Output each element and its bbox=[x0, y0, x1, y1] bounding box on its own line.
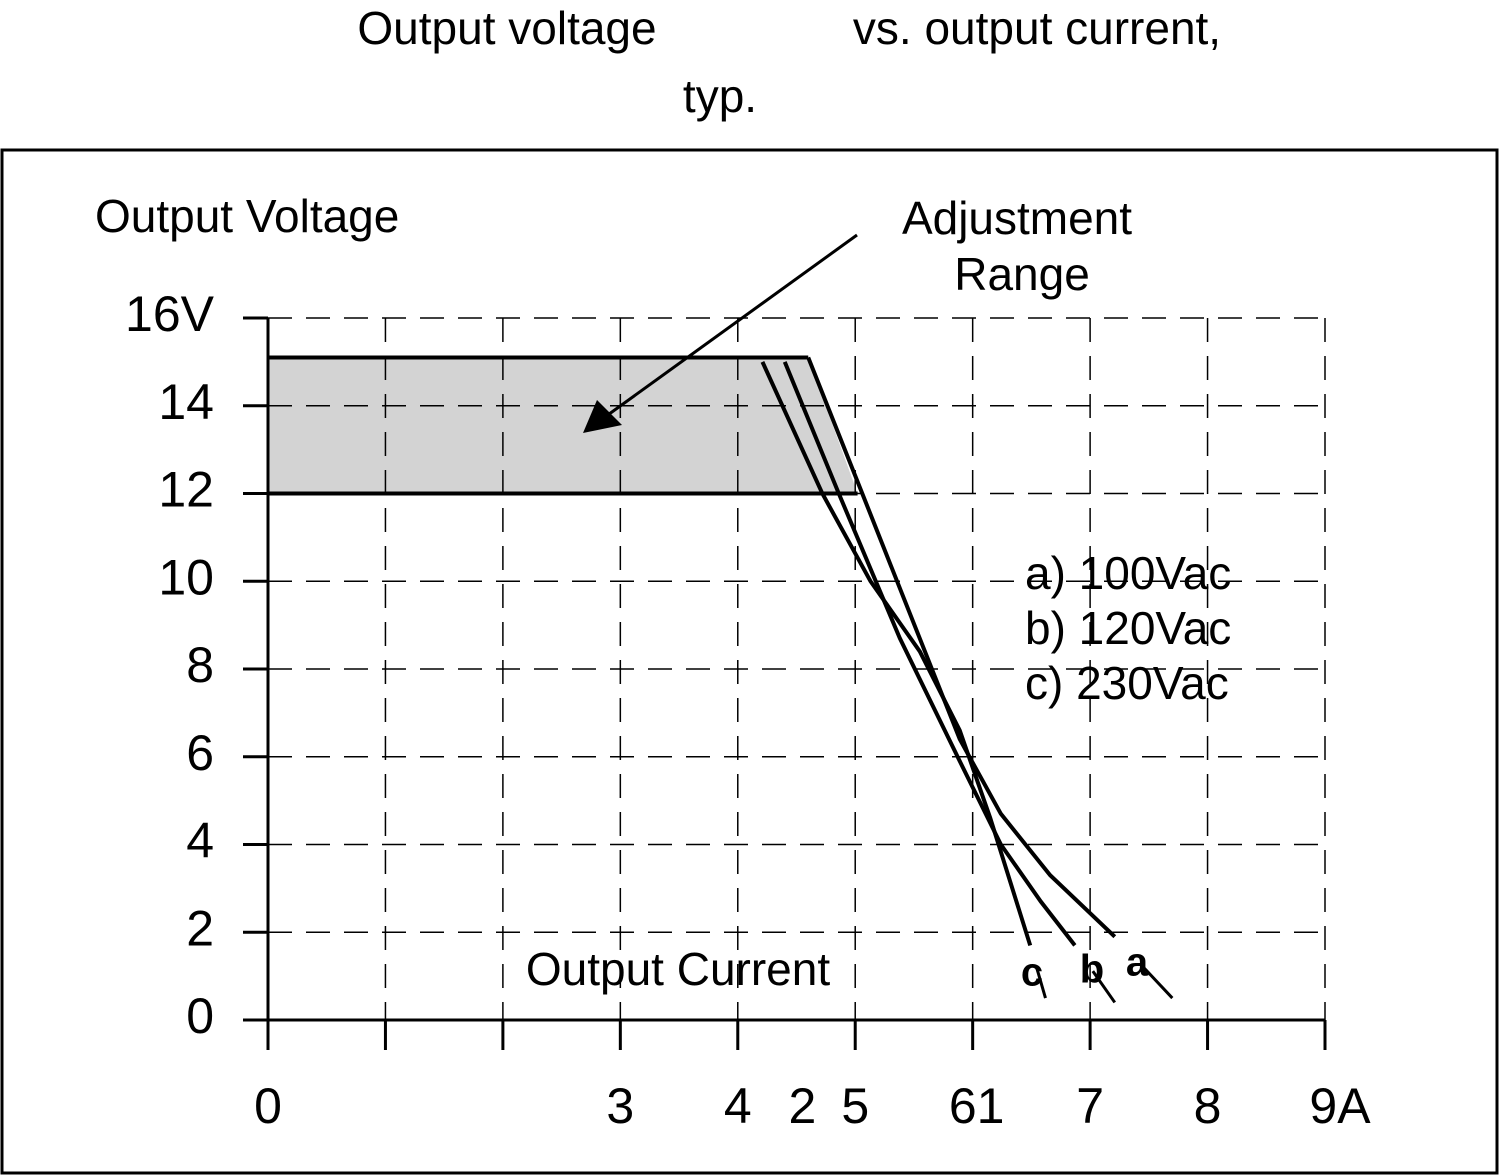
x-tick-label: 8 bbox=[1194, 1078, 1222, 1134]
chart-title: Output voltage bbox=[357, 2, 656, 54]
arrow-head bbox=[583, 400, 622, 433]
x-tick-label: 3 bbox=[606, 1078, 634, 1134]
x-tick-label: 7 bbox=[1076, 1078, 1104, 1134]
annotation: Range bbox=[954, 248, 1090, 300]
series-line bbox=[782, 361, 1077, 947]
x-tick-label: 9A bbox=[1309, 1078, 1371, 1134]
annotation: Adjustment bbox=[902, 192, 1132, 244]
x-tick-label: 2 bbox=[788, 1078, 816, 1134]
series-extension bbox=[1035, 968, 1047, 999]
legend-entry: a) 100Vac bbox=[1025, 547, 1231, 599]
y-tick-label: 14 bbox=[158, 374, 214, 430]
series-extension bbox=[1139, 963, 1174, 1000]
y-tick-label: 2 bbox=[186, 900, 214, 956]
series-extension bbox=[1091, 970, 1117, 1004]
x-tick-label: 4 bbox=[724, 1078, 752, 1134]
y-tick-label: 4 bbox=[186, 813, 214, 869]
legend-entry: b) 120Vac bbox=[1025, 602, 1231, 654]
series-label: c bbox=[1021, 951, 1043, 995]
x-axis-label: Output Current bbox=[526, 943, 830, 995]
annotation-arrow bbox=[604, 233, 858, 419]
y-tick-label: 16V bbox=[125, 286, 215, 342]
series-label: a bbox=[1126, 941, 1149, 985]
chart-subtitle: typ. bbox=[683, 70, 757, 122]
y-tick-label: 12 bbox=[158, 462, 214, 518]
series-line bbox=[806, 356, 1117, 939]
x-tick-label: 0 bbox=[254, 1078, 282, 1134]
frame bbox=[0, 148, 1499, 1175]
x-tick-label: 61 bbox=[949, 1078, 1005, 1134]
y-tick-label: 0 bbox=[186, 988, 214, 1044]
chart-title: vs. output current, bbox=[853, 2, 1221, 54]
y-tick-label: 10 bbox=[158, 549, 214, 605]
y-axis-label: Output Voltage bbox=[95, 190, 399, 242]
series-line bbox=[760, 361, 1033, 947]
legend-entry: c) 230Vac bbox=[1025, 657, 1229, 709]
series-label: b bbox=[1080, 948, 1104, 992]
y-tick-label: 6 bbox=[186, 725, 214, 781]
y-tick-label: 8 bbox=[186, 637, 214, 693]
x-tick-label: 5 bbox=[841, 1078, 869, 1134]
adjustment-band bbox=[268, 357, 858, 494]
